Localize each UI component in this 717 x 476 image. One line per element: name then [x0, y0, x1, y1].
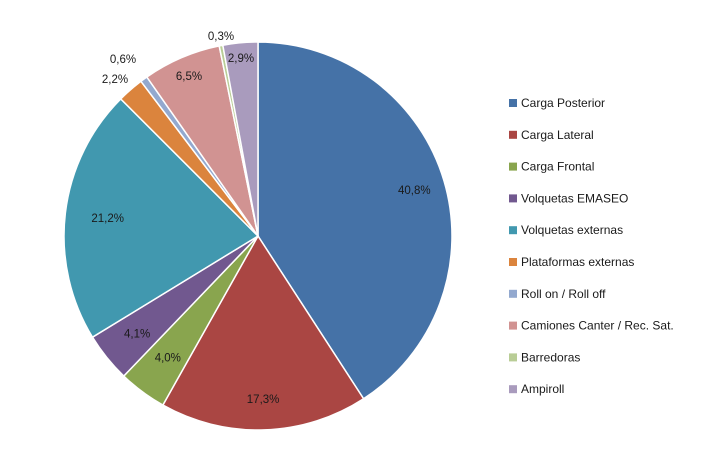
legend-label: Ampiroll	[521, 382, 564, 396]
data-label: 21,2%	[91, 213, 124, 225]
data-label: 0,6%	[110, 54, 136, 66]
data-label: 17,3%	[247, 394, 280, 406]
legend-swatch	[509, 99, 517, 107]
pie-slice-volquetas-externas	[63, 97, 260, 339]
data-label: 4,0%	[155, 353, 181, 365]
legend-swatch	[509, 130, 517, 139]
legend-swatch	[509, 226, 517, 235]
pie-slice-ampiroll	[221, 41, 259, 237]
legend-swatch	[509, 194, 517, 203]
legend-swatch	[509, 353, 517, 362]
legend-label: Carga Lateral	[521, 128, 594, 142]
legend-label: Barredoras	[521, 350, 580, 364]
legend-label: Carga Posterior	[521, 96, 605, 110]
pie-data-labels: 40,8% 17,3% 4,0% 4,1% 21,2% 2,2% 0,6% 6,5% 0,3% 2…	[91, 31, 430, 406]
legend-label: Volquetas EMASEO	[521, 191, 628, 205]
data-label: 6,5%	[176, 71, 202, 83]
legend-label: Camiones Canter / Rec. Sat.	[521, 319, 674, 333]
legend-label: Carga Frontal	[521, 160, 594, 174]
pie-slices	[63, 41, 453, 431]
pie-slice-carga-lateral	[161, 234, 365, 431]
legend-swatch	[509, 258, 517, 266]
data-label: 2,2%	[102, 74, 128, 86]
legend-swatch	[509, 321, 517, 330]
data-label: 40,8%	[398, 185, 431, 197]
legend-label: Plataformas externas	[521, 255, 634, 269]
data-label: 2,9%	[228, 53, 254, 65]
legend-swatch	[509, 162, 517, 171]
legend-swatch	[509, 385, 517, 394]
data-label: 0,3%	[208, 31, 234, 43]
legend-label: Roll on / Roll off	[521, 287, 606, 301]
legend-swatch	[509, 289, 517, 298]
legend-label: Volquetas externas	[521, 223, 623, 237]
legend: Carga Posterior Carga Lateral Carga Fronta…	[509, 96, 674, 396]
data-label: 4,1%	[124, 328, 150, 340]
